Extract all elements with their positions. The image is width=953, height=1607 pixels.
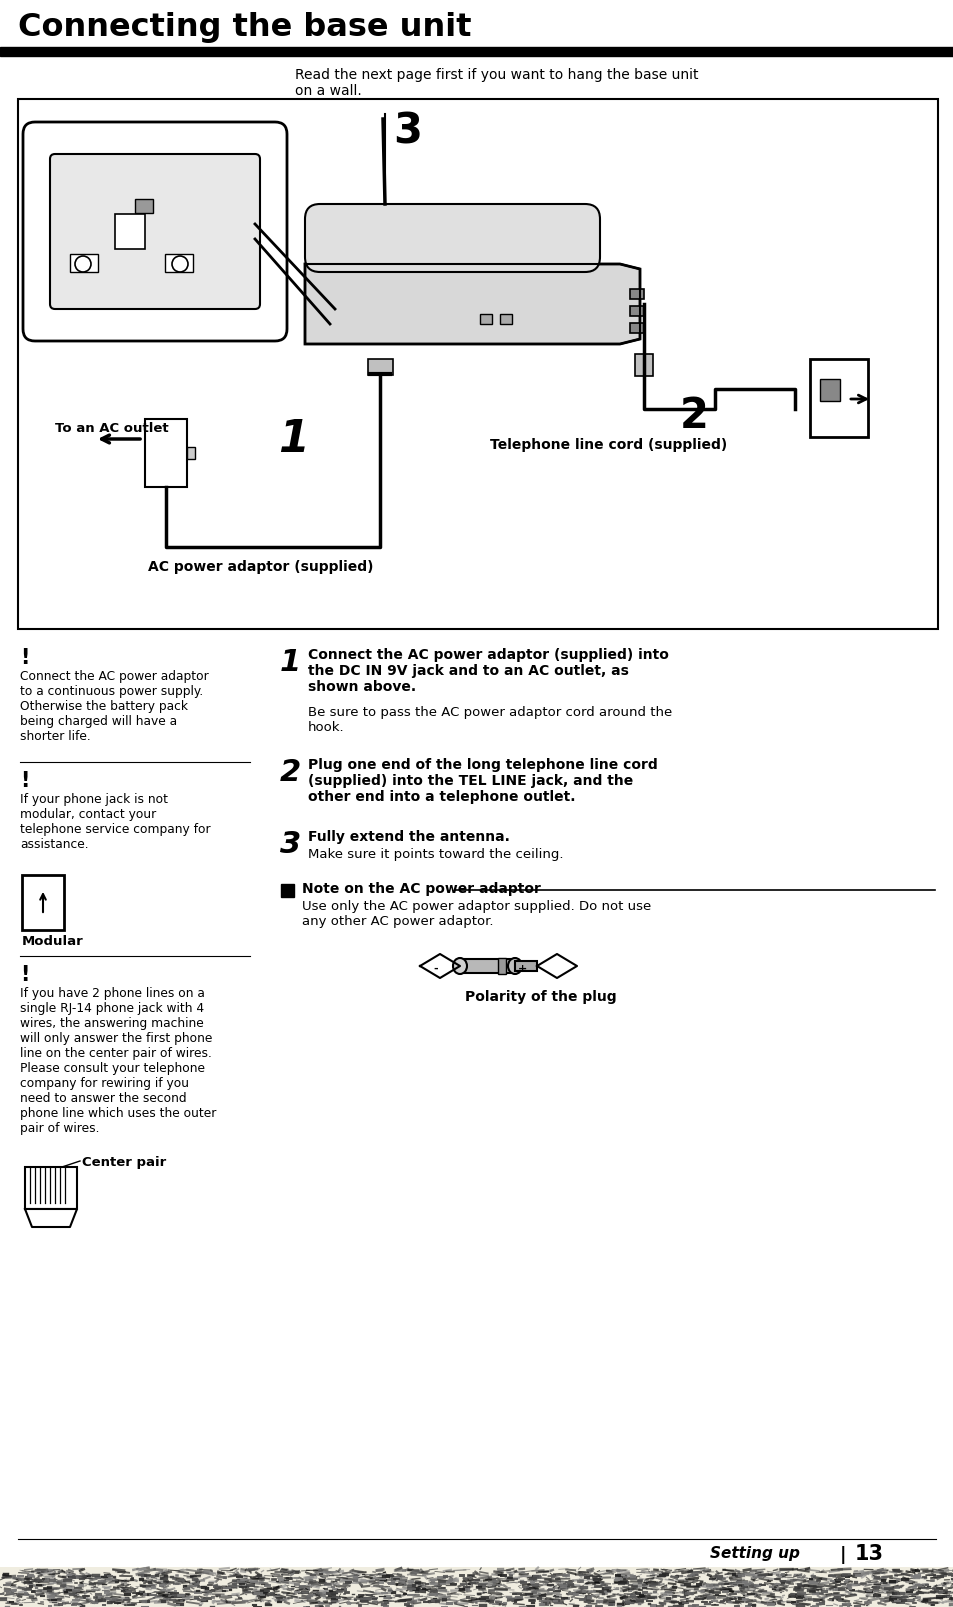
Circle shape xyxy=(75,257,91,273)
Bar xyxy=(25,1167,77,1208)
Text: 1: 1 xyxy=(277,418,309,461)
Text: Use only the AC power adaptor supplied. Do not use
any other AC power adaptor.: Use only the AC power adaptor supplied. … xyxy=(302,900,651,927)
Polygon shape xyxy=(25,1208,77,1228)
Bar xyxy=(22,876,64,930)
Bar xyxy=(0,1567,953,1607)
Text: Connect the AC power adaptor
to a continuous power supply.
Otherwise the battery: Connect the AC power adaptor to a contin… xyxy=(20,670,209,742)
Bar xyxy=(629,307,643,317)
Text: Plug one end of the long telephone line cord
(supplied) into the TEL LINE jack, : Plug one end of the long telephone line … xyxy=(308,757,657,804)
FancyBboxPatch shape xyxy=(305,204,599,273)
Bar xyxy=(820,379,840,402)
Bar xyxy=(187,448,194,460)
FancyBboxPatch shape xyxy=(23,122,287,342)
Ellipse shape xyxy=(453,958,467,974)
Bar xyxy=(135,199,152,214)
Bar xyxy=(635,355,652,376)
Text: Make sure it points toward the ceiling.: Make sure it points toward the ceiling. xyxy=(308,847,563,860)
Bar xyxy=(497,958,505,974)
Text: Be sure to pass the AC power adaptor cord around the
hook.: Be sure to pass the AC power adaptor cor… xyxy=(308,705,672,733)
Circle shape xyxy=(172,257,188,273)
Text: 3: 3 xyxy=(393,109,421,153)
Text: Modular: Modular xyxy=(22,934,84,948)
Text: -: - xyxy=(433,964,437,974)
Text: 13: 13 xyxy=(854,1543,883,1564)
Text: Center pair: Center pair xyxy=(82,1155,166,1168)
Text: |: | xyxy=(840,1544,845,1564)
Text: To an AC outlet: To an AC outlet xyxy=(55,421,169,435)
Text: Read the next page first if you want to hang the base unit
on a wall.: Read the next page first if you want to … xyxy=(294,67,698,98)
Text: Telephone line cord (supplied): Telephone line cord (supplied) xyxy=(490,437,726,452)
Bar xyxy=(368,360,393,376)
Text: Setting up: Setting up xyxy=(709,1544,799,1560)
Text: 2: 2 xyxy=(280,757,301,786)
Text: !: ! xyxy=(20,770,30,791)
Bar xyxy=(0,48,953,56)
Text: 3: 3 xyxy=(280,829,301,858)
Text: 2: 2 xyxy=(679,395,708,437)
Bar xyxy=(515,961,537,971)
Bar xyxy=(809,360,867,437)
Bar xyxy=(479,315,492,325)
Bar xyxy=(145,419,187,487)
Text: +: + xyxy=(517,964,527,974)
Text: Fully extend the antenna.: Fully extend the antenna. xyxy=(308,829,509,844)
Text: If you have 2 phone lines on a
single RJ-14 phone jack with 4
wires, the answeri: If you have 2 phone lines on a single RJ… xyxy=(20,987,216,1135)
Text: 1: 1 xyxy=(280,648,301,677)
Ellipse shape xyxy=(507,958,521,974)
Text: Note on the AC power adaptor: Note on the AC power adaptor xyxy=(302,882,540,895)
Text: If your phone jack is not
modular, contact your
telephone service company for
as: If your phone jack is not modular, conta… xyxy=(20,792,211,850)
Text: Polarity of the plug: Polarity of the plug xyxy=(464,990,616,1003)
Bar xyxy=(499,315,512,325)
Bar xyxy=(281,884,294,897)
Bar xyxy=(115,215,145,249)
Bar xyxy=(18,100,937,630)
Text: AC power adaptor (supplied): AC power adaptor (supplied) xyxy=(148,559,374,574)
FancyBboxPatch shape xyxy=(50,154,260,310)
Text: !: ! xyxy=(20,648,30,667)
Bar xyxy=(70,256,98,273)
Text: !: ! xyxy=(20,964,30,985)
Polygon shape xyxy=(305,265,639,346)
Bar xyxy=(629,323,643,334)
Bar xyxy=(629,289,643,301)
Bar xyxy=(165,256,193,273)
Text: Connect the AC power adaptor (supplied) into
the DC IN 9V jack and to an AC outl: Connect the AC power adaptor (supplied) … xyxy=(308,648,668,694)
Text: Connecting the base unit: Connecting the base unit xyxy=(18,11,471,43)
Bar xyxy=(459,959,515,974)
